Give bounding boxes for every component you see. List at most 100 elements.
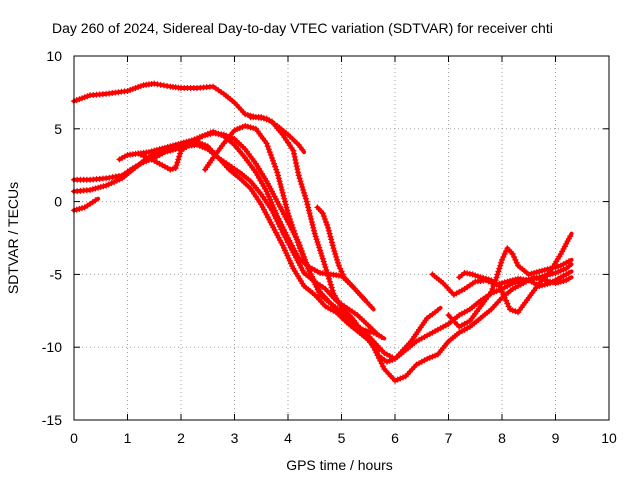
data-point [282,201,289,208]
data-point [285,213,292,220]
data-point [552,264,559,271]
data-point [489,285,496,292]
data-point [549,264,556,271]
data-point [528,270,535,277]
data-point [322,264,329,271]
data-point [97,184,104,191]
data-point [499,288,505,295]
data-point [565,263,572,270]
data-point [328,236,335,243]
data-point [278,186,285,193]
data-point [280,226,287,233]
data-point [103,182,110,189]
data-point [368,304,375,311]
data-point [316,244,323,251]
data-point [305,204,312,211]
data-point [79,95,86,102]
data-point [432,352,439,359]
data-point [194,141,201,148]
data-point [332,251,339,258]
data-point [100,183,107,190]
data-point [265,193,272,200]
data-point [325,272,332,279]
data-point [312,233,319,240]
data-point [544,266,551,273]
data-point [294,239,301,246]
data-point [496,265,503,272]
data-point [308,216,315,223]
data-point [275,175,282,182]
series-arc-10 [370,305,443,365]
data-point [267,152,274,159]
data-point [172,165,179,172]
data-point [492,277,499,284]
data-point [308,218,315,225]
data-point [392,377,398,384]
data-point [89,186,96,193]
data-point [326,230,333,237]
data-point [239,123,246,130]
data-point [313,236,320,243]
x-tick-label: 2 [177,430,185,446]
data-point [495,268,502,275]
data-point [270,204,277,211]
y-tick-label: 5 [54,121,62,137]
data-point [320,258,327,265]
data-point [298,181,305,188]
data-point [493,288,500,295]
y-axis-label: SDTVAR / TECUs [5,182,21,294]
data-point [317,250,324,257]
data-point [547,265,554,272]
data-point [498,259,505,266]
data-point [509,307,516,314]
data-point [491,280,498,287]
data-point [310,224,317,231]
x-tick-label: 8 [498,430,506,446]
data-point [183,138,190,145]
data-point [325,224,332,231]
data-point [480,275,487,282]
data-point [426,354,433,361]
data-point [156,146,163,153]
data-point [304,262,311,269]
data-point [283,204,290,211]
data-point [268,154,275,161]
data-point [329,242,336,249]
data-point [292,233,299,240]
data-point [111,178,118,185]
data-point [273,166,280,173]
data-point [264,143,271,150]
data-point [360,295,367,302]
data-point [555,268,562,275]
data-point [499,280,505,287]
data-point [173,162,180,169]
data-point [137,83,144,90]
data-point [263,140,270,147]
series-arc-8 [247,114,574,384]
data-point [338,268,345,275]
data-point [485,276,492,283]
data-point [264,191,271,198]
data-point [178,140,184,147]
data-point [424,355,431,362]
data-point [509,277,516,284]
data-point [277,181,284,188]
data-point [378,334,385,341]
data-point [196,142,203,149]
data-point [511,253,518,260]
data-point [290,147,297,154]
data-point [389,356,396,363]
plot-frame [73,55,610,421]
data-point [324,221,331,228]
y-tick-label: 0 [54,194,62,210]
data-point [500,253,507,260]
data-point [505,303,512,310]
data-point [202,145,209,152]
x-tick-label: 7 [445,430,453,446]
data-point [512,256,519,263]
data-point [291,153,298,160]
data-point [76,96,83,103]
data-point [327,281,334,288]
data-point [501,294,508,301]
data-point [474,273,481,280]
